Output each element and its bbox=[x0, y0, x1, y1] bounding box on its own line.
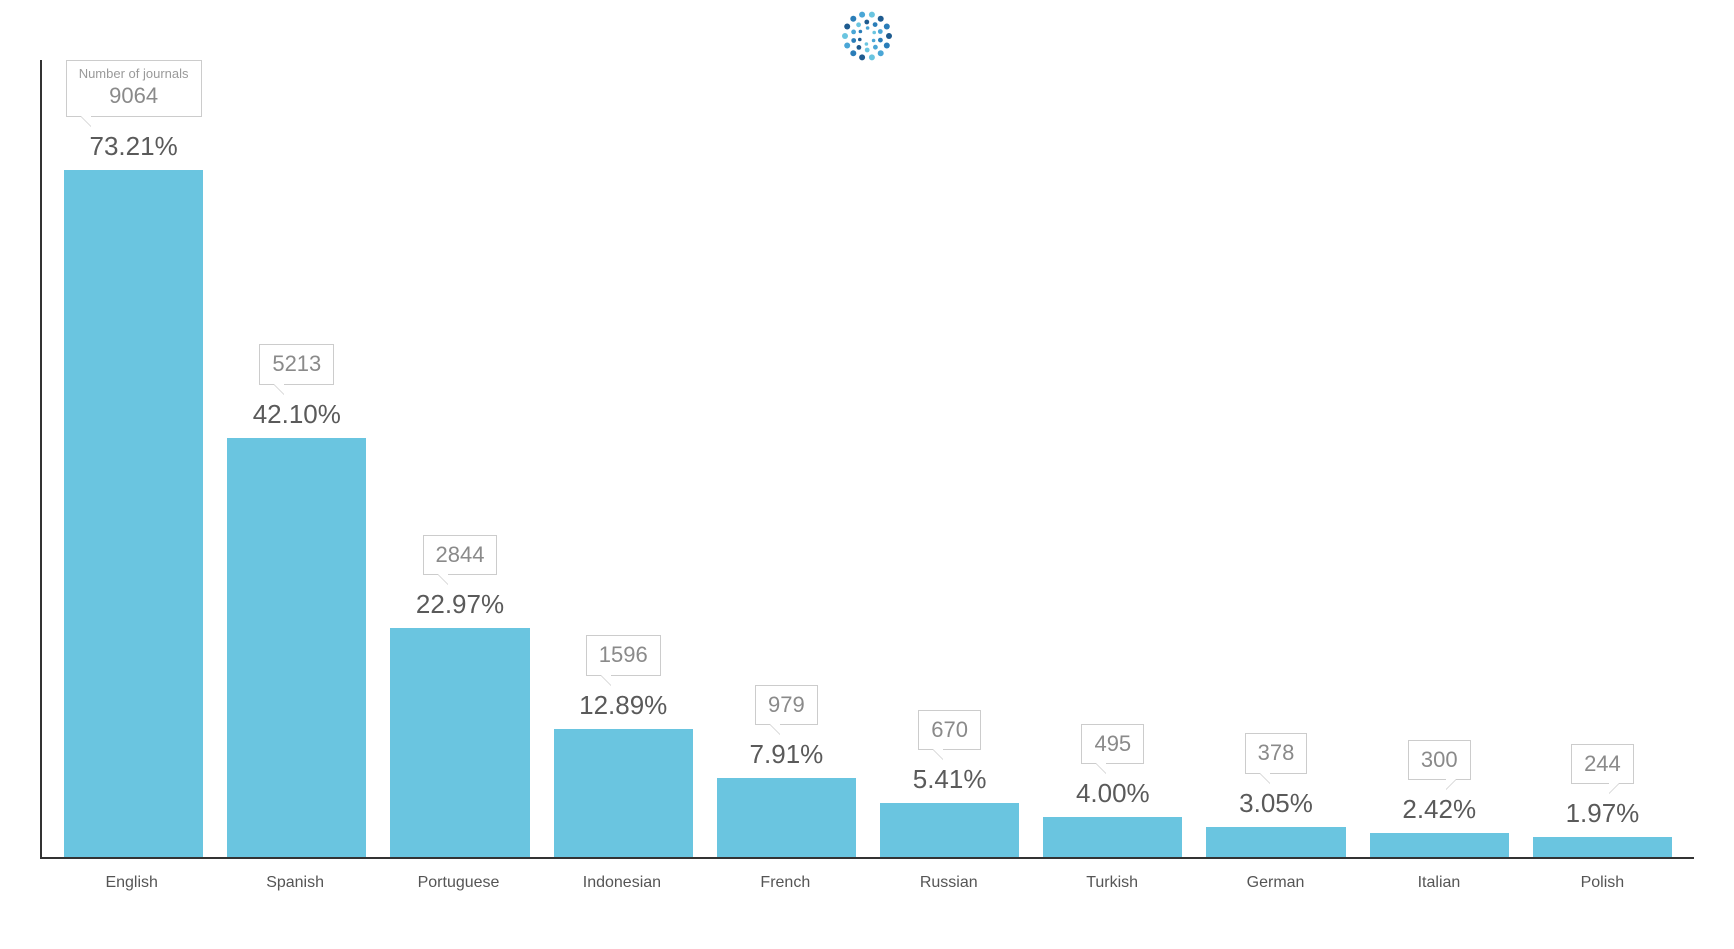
bar-col-german: 378 3.05% bbox=[1194, 60, 1357, 857]
x-label: Russian bbox=[867, 873, 1030, 949]
x-label: Polish bbox=[1521, 873, 1684, 949]
bar bbox=[390, 628, 529, 857]
count-callout: 378 bbox=[1245, 733, 1308, 773]
count-value: 979 bbox=[768, 692, 805, 717]
bar bbox=[1206, 827, 1345, 857]
x-label: Italian bbox=[1357, 873, 1520, 949]
x-label: Turkish bbox=[1030, 873, 1193, 949]
bar-col-spanish: 5213 42.10% bbox=[215, 60, 378, 857]
callout-subtitle: Number of journals bbox=[79, 67, 189, 81]
pct-label: 1.97% bbox=[1566, 798, 1640, 829]
logo-icon bbox=[837, 6, 897, 66]
pct-label: 73.21% bbox=[90, 131, 178, 162]
bar bbox=[1043, 817, 1182, 857]
bar-col-turkish: 495 4.00% bbox=[1031, 60, 1194, 857]
pct-label: 22.97% bbox=[416, 589, 504, 620]
bar bbox=[554, 729, 693, 857]
bars-row: Number of journals 9064 73.21% 5213 42.10% 28… bbox=[42, 60, 1694, 857]
pct-label: 42.10% bbox=[253, 399, 341, 430]
bar-col-polish: 244 1.97% bbox=[1521, 60, 1684, 857]
count-callout: 670 bbox=[918, 710, 981, 750]
count-value: 378 bbox=[1258, 740, 1295, 765]
count-callout: 5213 bbox=[259, 344, 334, 384]
bar bbox=[880, 803, 1019, 857]
pct-label: 3.05% bbox=[1239, 788, 1313, 819]
pct-label: 7.91% bbox=[750, 739, 824, 770]
pct-label: 4.00% bbox=[1076, 778, 1150, 809]
bar-col-portuguese: 2844 22.97% bbox=[378, 60, 541, 857]
bar-col-italian: 300 2.42% bbox=[1358, 60, 1521, 857]
count-value: 9064 bbox=[109, 83, 158, 108]
bar-col-english: Number of journals 9064 73.21% bbox=[52, 60, 215, 857]
pct-label: 5.41% bbox=[913, 764, 987, 795]
bar-col-french: 979 7.91% bbox=[705, 60, 868, 857]
plot-area: Number of journals 9064 73.21% 5213 42.10% 28… bbox=[40, 60, 1694, 859]
count-value: 300 bbox=[1421, 747, 1458, 772]
count-callout: 244 bbox=[1571, 744, 1634, 784]
bar-col-indonesian: 1596 12.89% bbox=[542, 60, 705, 857]
pct-label: 12.89% bbox=[579, 690, 667, 721]
x-label: French bbox=[704, 873, 867, 949]
bar bbox=[717, 778, 856, 857]
count-callout: 300 bbox=[1408, 740, 1471, 780]
x-label: English bbox=[50, 873, 213, 949]
bar bbox=[64, 170, 203, 857]
chart-container: Number of journals 9064 73.21% 5213 42.10% 28… bbox=[0, 0, 1734, 949]
bar bbox=[227, 438, 366, 857]
x-label: Portuguese bbox=[377, 873, 540, 949]
bar-col-russian: 670 5.41% bbox=[868, 60, 1031, 857]
x-axis: EnglishSpanishPortugueseIndonesianFrench… bbox=[40, 865, 1694, 949]
x-label: German bbox=[1194, 873, 1357, 949]
pct-label: 2.42% bbox=[1402, 794, 1476, 825]
count-value: 5213 bbox=[272, 351, 321, 376]
count-value: 2844 bbox=[436, 542, 485, 567]
count-callout: Number of journals 9064 bbox=[66, 60, 202, 117]
count-value: 670 bbox=[931, 717, 968, 742]
count-callout: 1596 bbox=[586, 635, 661, 675]
bar bbox=[1533, 837, 1672, 857]
count-callout: 979 bbox=[755, 685, 818, 725]
x-label: Spanish bbox=[213, 873, 376, 949]
count-value: 495 bbox=[1094, 731, 1131, 756]
count-callout: 495 bbox=[1081, 724, 1144, 764]
count-value: 244 bbox=[1584, 751, 1621, 776]
count-value: 1596 bbox=[599, 642, 648, 667]
bar bbox=[1370, 833, 1509, 857]
x-label: Indonesian bbox=[540, 873, 703, 949]
count-callout: 2844 bbox=[423, 535, 498, 575]
